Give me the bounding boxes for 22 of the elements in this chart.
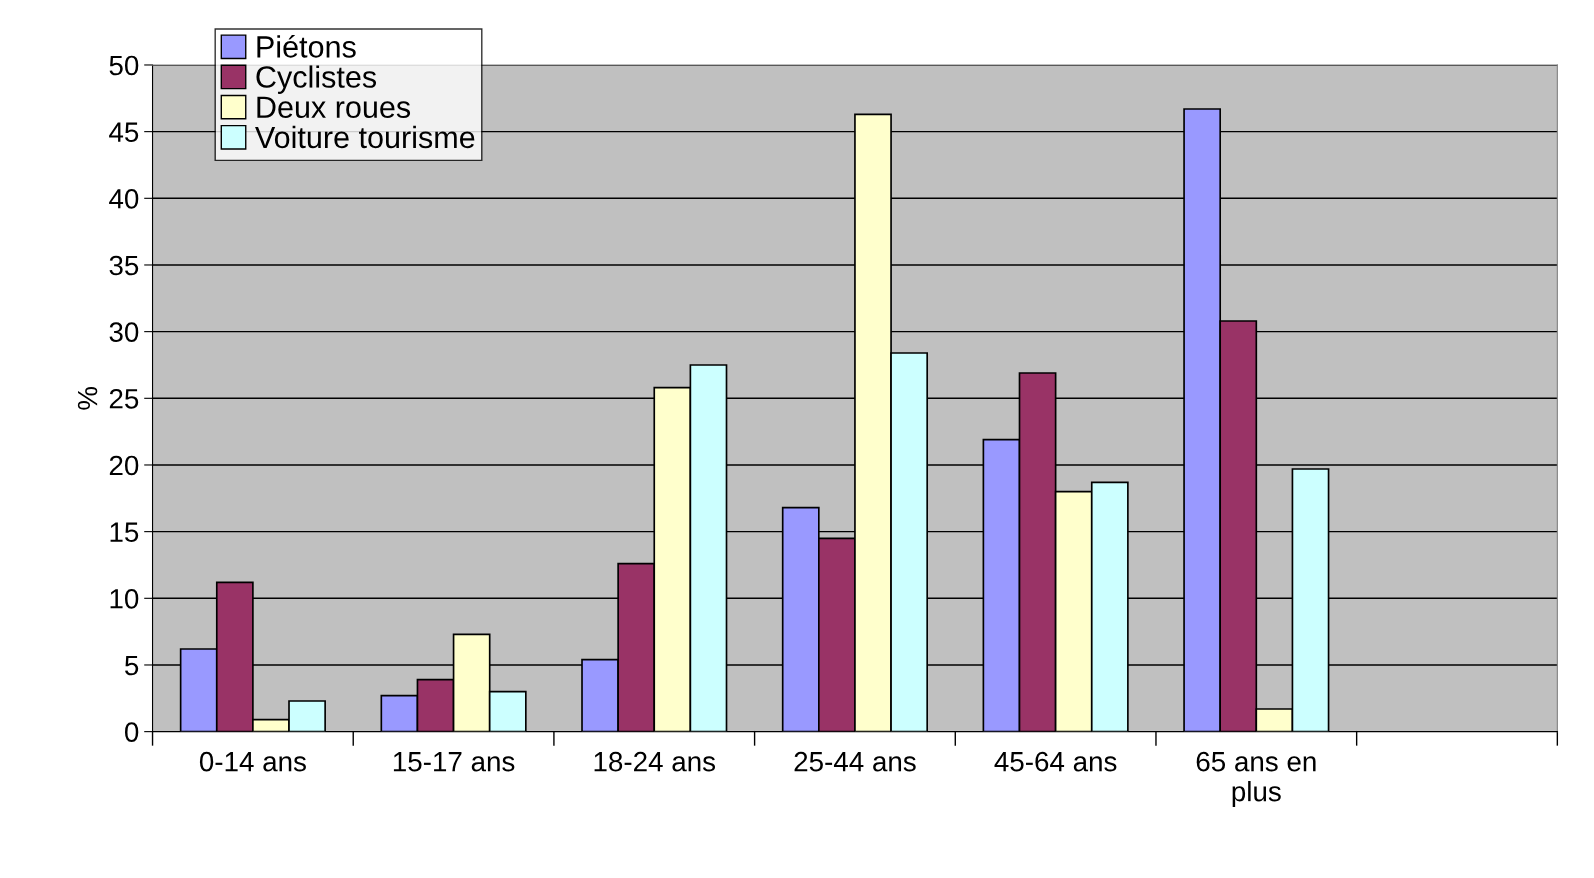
x-tick-label: 15-17 ans bbox=[393, 752, 515, 772]
x-tick-label: 25-44 ans bbox=[794, 751, 916, 772]
x-tick-label: 65 ans en plus bbox=[1196, 751, 1316, 807]
y-axis-title: % bbox=[77, 386, 98, 410]
x-tick-label: 18-24 ans bbox=[594, 751, 716, 772]
y-tick-label: 30 bbox=[109, 322, 139, 342]
y-tick-label: 40 bbox=[109, 188, 139, 209]
y-tick-label: 25 bbox=[109, 388, 139, 409]
legend-label: Voiture tourisme bbox=[255, 125, 475, 149]
y-tick-label: 10 bbox=[110, 588, 139, 609]
y-tick-label: 20 bbox=[109, 455, 139, 476]
legend-label: Piétons bbox=[257, 34, 356, 58]
x-tick-label: 0-14 ans bbox=[199, 751, 306, 772]
y-tick-label: 5 bbox=[125, 655, 139, 676]
legend-label: Cyclistes bbox=[256, 65, 377, 94]
y-tick-label: 50 bbox=[109, 55, 139, 76]
y-tick-label: 45 bbox=[109, 122, 139, 142]
y-tick-label: 15 bbox=[110, 522, 139, 542]
x-tick-label: 45-64 ans bbox=[994, 751, 1117, 772]
legend-label: Deux roues bbox=[257, 96, 411, 119]
y-tick-label: 35 bbox=[109, 255, 139, 276]
y-tick-label: 0 bbox=[124, 722, 139, 742]
